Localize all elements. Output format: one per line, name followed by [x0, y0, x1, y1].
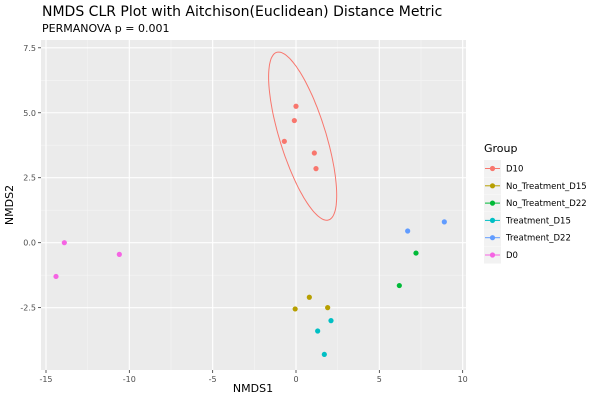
legend-key-point: [489, 200, 496, 206]
point-no-treatment-d15: [292, 306, 298, 312]
y-tick-label: 0.0: [23, 239, 36, 248]
y-axis-ticks: -2.5 0.0 2.5 5.0 7.5: [20, 44, 41, 313]
x-tick-label: -5: [209, 375, 217, 384]
y-tick-label: 7.5: [23, 44, 36, 53]
x-tick-label: -15: [39, 375, 52, 384]
x-tick-label: -10: [123, 375, 136, 384]
point-treatment-d15: [315, 328, 321, 334]
legend-label: No_Treatment_D15: [506, 182, 587, 192]
legend-label: D10: [506, 165, 523, 175]
x-tick-label: 5: [377, 375, 382, 384]
legend-key-point: [489, 217, 496, 223]
point-no-treatment-d15: [325, 305, 331, 311]
point-d10: [291, 117, 297, 124]
point-treatment-d15: [321, 351, 327, 358]
plot-panel: [41, 40, 466, 370]
y-tick-label: -2.5: [20, 304, 36, 313]
legend-key-point: [489, 183, 496, 189]
legend-key-point: [489, 252, 496, 258]
legend-key-point: [489, 235, 496, 241]
point-treatment-d22: [405, 228, 411, 234]
legend: Group D10 No_Treatment_D15 No_Treatment_D2…: [484, 142, 587, 264]
point-treatment-d15: [328, 318, 334, 324]
confidence-ellipses: [268, 51, 338, 221]
y-tick-label: 2.5: [23, 174, 36, 183]
chart-subtitle: PERMANOVA p = 0.001: [42, 22, 169, 35]
point-no-treatment-d22: [396, 282, 402, 289]
y-axis-title: NMDS2: [3, 185, 16, 225]
point-no-treatment-d22: [413, 250, 419, 256]
legend-label: D0: [506, 251, 518, 261]
point-d10: [293, 103, 299, 109]
major-gridlines: [41, 40, 466, 370]
point-d0: [53, 273, 59, 280]
legend-title: Group: [484, 142, 518, 155]
point-d0: [61, 240, 67, 246]
legend-label: Treatment_D22: [505, 234, 571, 244]
ellipse-d10: [268, 51, 338, 221]
point-treatment-d22: [441, 219, 447, 225]
minor-gridlines: [41, 40, 466, 370]
point-no-treatment-d15: [306, 294, 312, 300]
legend-key-point: [489, 165, 496, 172]
point-d0: [116, 251, 122, 257]
legend-label: No_Treatment_D22: [506, 199, 587, 209]
point-d10: [311, 150, 317, 156]
x-tick-label: 10: [458, 375, 468, 384]
x-tick-label: 0: [293, 375, 298, 384]
point-d10: [313, 166, 319, 172]
x-axis-title: NMDS1: [233, 382, 273, 395]
point-d10: [281, 138, 287, 144]
y-tick-label: 5.0: [23, 109, 36, 118]
data-points: [53, 103, 447, 358]
legend-label: Treatment_D15: [505, 216, 571, 226]
chart-title: NMDS CLR Plot with Aitchison(Euclidean) …: [42, 4, 442, 20]
x-axis-ticks: -15 -10 -5 0 5 10: [39, 370, 468, 384]
